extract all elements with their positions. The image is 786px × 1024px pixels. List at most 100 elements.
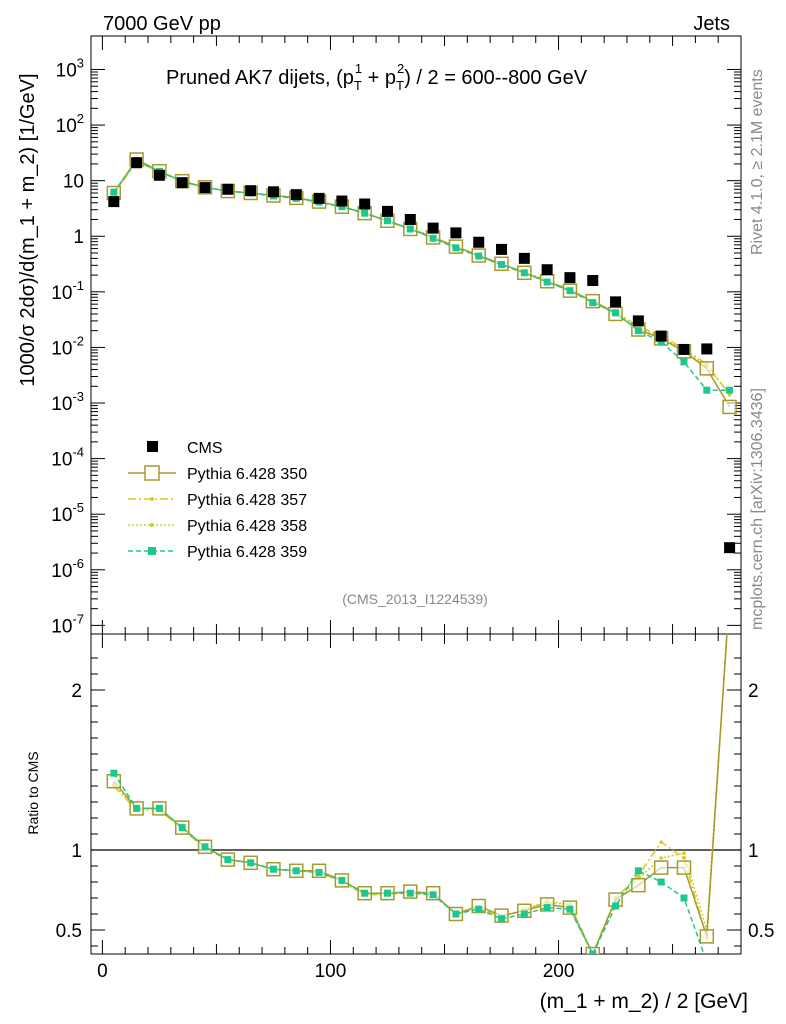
point-359 bbox=[498, 261, 506, 269]
legend-marker-359 bbox=[148, 547, 156, 555]
ratio-point-359 bbox=[589, 950, 597, 954]
ratio-point-359 bbox=[315, 868, 323, 876]
point-359 bbox=[726, 386, 734, 394]
point-cms bbox=[267, 186, 279, 198]
ratio-line-357 bbox=[113, 634, 728, 954]
legend-item-359: Pythia 6.428 359 bbox=[128, 544, 307, 561]
point-359 bbox=[612, 309, 620, 317]
header-right: Jets bbox=[693, 13, 730, 35]
main-y-tick-label: 10-7 bbox=[51, 611, 84, 637]
ratio-series-layer bbox=[106, 634, 733, 966]
title-sup2: 2 bbox=[397, 61, 404, 76]
ratio-point-359 bbox=[247, 859, 255, 867]
x-tick-label: 0 bbox=[97, 961, 108, 982]
series-357 bbox=[112, 159, 732, 397]
point-359 bbox=[520, 269, 528, 277]
main-y-tick-label: 10 bbox=[63, 172, 84, 193]
point-cms bbox=[131, 157, 143, 169]
ratio-point-359 bbox=[269, 865, 277, 873]
x-axis-label: (m_1 + m_2) / 2 [GeV] bbox=[540, 990, 748, 1013]
legend-item-350: Pythia 6.428 350 bbox=[128, 465, 307, 483]
ratio-series-359 bbox=[110, 769, 733, 966]
point-359 bbox=[406, 225, 414, 233]
point-359 bbox=[703, 386, 711, 394]
ratio-point-350 bbox=[653, 860, 669, 875]
ratio-point-359 bbox=[634, 867, 642, 875]
ratio-y-tick-label-left: 1 bbox=[71, 841, 82, 862]
legend: CMS Pythia 6.428 350 Pythia 6.428 357 Py… bbox=[128, 440, 307, 561]
ratio-point-359 bbox=[110, 769, 118, 777]
ratio-point-358 bbox=[682, 851, 686, 855]
main-y-tick-label: 1 bbox=[73, 227, 84, 248]
main-y-tick-label: 10-5 bbox=[51, 500, 84, 526]
point-cms bbox=[427, 222, 439, 234]
point-cms bbox=[473, 236, 485, 248]
plot-title: Pruned AK7 dijets, (pT1 + pT2) / 2 = 600… bbox=[166, 61, 588, 93]
ratio-point-359 bbox=[498, 915, 506, 923]
point-cms bbox=[404, 214, 416, 226]
main-y-tick-label: 102 bbox=[56, 111, 84, 137]
main-y-axis-label: 1000/σ 2dσ)/d(m_1 + m_2) [1/GeV] bbox=[17, 73, 39, 386]
ratio-point-350 bbox=[631, 877, 646, 893]
point-cms bbox=[222, 183, 234, 195]
point-350 bbox=[722, 399, 737, 415]
ratio-point-358 bbox=[659, 856, 663, 860]
legend-item-cms: CMS bbox=[147, 440, 223, 457]
ratio-point-359 bbox=[543, 904, 551, 912]
ratio-series-350 bbox=[106, 634, 728, 954]
point-cms bbox=[359, 198, 371, 210]
series-cms bbox=[108, 157, 736, 554]
point-359 bbox=[543, 278, 551, 286]
point-cms bbox=[496, 243, 508, 255]
x-tick-label: 200 bbox=[543, 961, 575, 982]
title-suffix: ) / 2 = 600--800 GeV bbox=[404, 67, 588, 89]
title-mid: + p bbox=[362, 67, 396, 89]
ratio-point-359 bbox=[726, 959, 733, 966]
point-cms bbox=[313, 192, 325, 204]
point-359 bbox=[634, 327, 642, 335]
legend-marker-357 bbox=[150, 497, 154, 501]
ratio-point-359 bbox=[383, 889, 391, 897]
ratio-point-359 bbox=[178, 824, 186, 832]
ratio-series-358 bbox=[112, 634, 728, 954]
series-line-350 bbox=[113, 158, 731, 408]
series-line-359 bbox=[113, 159, 730, 391]
point-cms bbox=[678, 343, 690, 355]
ratio-point-359 bbox=[612, 902, 620, 910]
point-cms bbox=[290, 189, 302, 201]
point-359 bbox=[110, 188, 118, 196]
ratio-y-tick-label-right: 1 bbox=[748, 841, 759, 862]
legend-label-358: Pythia 6.428 358 bbox=[187, 518, 307, 535]
ratio-point-350 bbox=[676, 860, 692, 875]
point-359 bbox=[566, 287, 574, 295]
legend-label-cms: CMS bbox=[187, 440, 223, 457]
title-sub1: T bbox=[354, 78, 362, 93]
main-series-layer bbox=[106, 152, 737, 554]
title-sup1: 1 bbox=[355, 61, 362, 76]
main-y-tick-label: 10-6 bbox=[51, 556, 84, 582]
point-359 bbox=[657, 338, 665, 346]
point-cms bbox=[176, 177, 188, 189]
x-tick-label: 100 bbox=[315, 961, 347, 982]
ratio-y-tick-label-left: 2 bbox=[71, 681, 82, 702]
main-y-tick-label: 10-4 bbox=[51, 445, 84, 471]
point-359 bbox=[429, 234, 437, 242]
mcplots-label: mcplots.cern.ch [arXiv:1306.3436] bbox=[749, 388, 766, 630]
ratio-point-359 bbox=[292, 867, 300, 875]
header-left: 7000 GeV pp bbox=[103, 13, 221, 35]
legend-item-358: Pythia 6.428 358 bbox=[128, 518, 307, 535]
ratio-point-359 bbox=[429, 891, 437, 899]
ratio-point-359 bbox=[133, 804, 141, 812]
point-cms bbox=[108, 196, 120, 208]
ratio-point-359 bbox=[703, 959, 710, 966]
legend-marker-cms bbox=[147, 441, 158, 452]
point-359 bbox=[475, 252, 483, 260]
point-cms bbox=[587, 274, 599, 286]
series-line-358 bbox=[113, 160, 731, 394]
ratio-point-359 bbox=[475, 905, 483, 913]
ratio-point-359 bbox=[155, 804, 163, 812]
main-y-tick-label: 10-2 bbox=[51, 333, 84, 359]
point-cms bbox=[153, 169, 165, 181]
point-cms bbox=[655, 330, 667, 342]
